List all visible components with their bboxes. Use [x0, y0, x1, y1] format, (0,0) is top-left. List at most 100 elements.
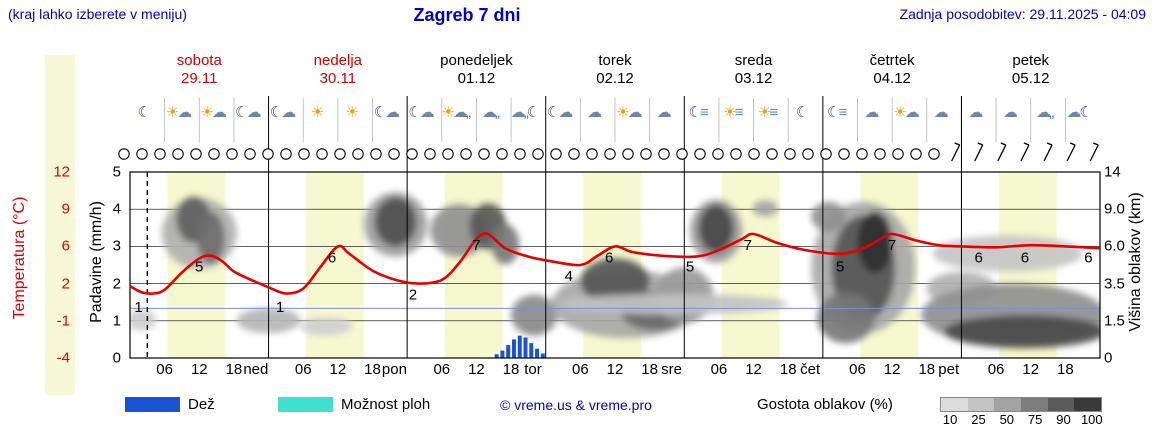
moon-icon: ☾ — [796, 102, 809, 124]
precip-circle-icon — [532, 148, 544, 160]
rain-bars — [494, 335, 545, 358]
cloud-glyph: ☁ — [1036, 104, 1052, 121]
precip-circle-icon — [424, 148, 436, 160]
cloud-density-value: 75 — [1027, 412, 1043, 427]
precip-circle-icon — [154, 148, 166, 160]
x-axis-hour-label: 12 — [468, 361, 485, 378]
rain-legend-label: Dež — [188, 396, 215, 413]
cloud-glyph: ☁ — [452, 104, 468, 121]
fog-glyph: ≡ — [734, 104, 744, 121]
legend: Dež Možnost ploh © vreme.us & vreme.pro … — [0, 394, 1152, 440]
precip-circle-icon — [406, 148, 418, 160]
day-header-sreda: sreda 03.12 — [735, 52, 773, 88]
cloud-density-swatch-50 — [994, 398, 1022, 411]
precipitation-tick: 0 — [112, 349, 121, 367]
wind-barb-icon — [1020, 142, 1030, 162]
temperature-value-label: 5 — [836, 259, 844, 276]
x-axis-hour-label: 18 — [641, 361, 658, 378]
precipitation-tick: 2 — [112, 275, 121, 293]
x-axis-hour-label: 12 — [1022, 361, 1040, 378]
x-axis-hour-label: 06 — [156, 361, 173, 378]
temperature-line — [129, 232, 1101, 295]
precip-circle-icon — [550, 148, 562, 160]
precip-circle-icon — [136, 148, 148, 160]
cloud-rain-icon: ☁„ — [1036, 102, 1054, 124]
x-axis-hour-label: 12 — [883, 361, 901, 378]
x-axis-hour-label: 06 — [294, 361, 312, 378]
day-name: četrtek — [869, 52, 915, 69]
x-axis-day-label: ned — [243, 361, 269, 378]
rain-legend-swatch — [125, 397, 180, 412]
cloud-density-scale — [940, 397, 1102, 412]
cloud-glyph: ☁ — [510, 104, 526, 121]
precip-circle-icon — [604, 148, 616, 160]
moon-glyph: ☾ — [688, 104, 703, 121]
cloud-icon: ☁ — [587, 102, 602, 124]
precip-circle-icon — [784, 148, 796, 160]
cloud-density-value: 50 — [999, 412, 1015, 427]
wind-barb-icon — [997, 142, 1007, 162]
x-axis-hour-label: 18 — [918, 361, 936, 378]
temperature-value-label: 2 — [409, 287, 417, 304]
cloud-glyph: ☁ — [968, 104, 984, 121]
cloud-glyph: ☁ — [419, 104, 435, 121]
day-date: 05.12 — [1011, 70, 1050, 87]
temperature-value-label: 1 — [276, 299, 284, 316]
day-header-četrtek: četrtek 04.12 — [870, 52, 915, 88]
x-axis-hour-label: 12 — [190, 361, 208, 378]
day-header-petek: petek 05.12 — [1012, 52, 1050, 88]
sun-fog-icon: ☀≡ — [723, 102, 744, 124]
cloud-density-scale-values: 10 25 50 75 90 100 — [936, 412, 1106, 427]
moon-glyph: ☾ — [526, 104, 541, 121]
precip-circle-icon — [802, 148, 814, 160]
location-hint: (kraj lahko izberete v meniju) — [8, 6, 187, 22]
precip-circle-icon — [316, 148, 328, 160]
precip-circle-icon — [730, 148, 742, 160]
temperature-value-label: 7 — [888, 237, 896, 254]
rain-glyph: „ — [494, 104, 500, 121]
day-name: ponedeljek — [440, 52, 513, 69]
precip-circle-icon — [694, 148, 706, 160]
precipitation-tick: 4 — [112, 200, 121, 218]
copyright-link[interactable]: © vreme.us & vreme.pro — [500, 397, 652, 413]
precipitation-tick: 1 — [112, 312, 121, 330]
moon-glyph: ☾ — [546, 104, 561, 121]
cloud-density-value: 10 — [942, 412, 958, 427]
cloud-density-swatch-100 — [1074, 398, 1102, 411]
moon-glyph: ☾ — [373, 104, 388, 121]
cloud-density-value: 90 — [1056, 412, 1071, 427]
moon-cloud-icon: ☾☁ — [235, 102, 261, 124]
precip-circle-icon — [910, 148, 922, 160]
temperature-value-label: 7 — [744, 237, 752, 254]
precip-circle-icon — [856, 148, 868, 160]
precip-circle-icon — [208, 148, 220, 160]
rain-glyph: „ — [465, 104, 471, 121]
day-date: 29.11 — [181, 70, 218, 87]
cloud-height-tick: 14 — [1104, 163, 1121, 181]
temperature-axis-ticks: 12 9 6 2 -1 -4 — [0, 0, 72, 443]
day-name: nedelja — [313, 52, 363, 69]
precip-circle-icon — [658, 148, 670, 160]
cloud-icon: ☁ — [934, 102, 949, 124]
day-date: 04.12 — [873, 70, 911, 87]
x-axis-hour-label: 06 — [433, 361, 451, 378]
cloud-height-tick: 3.5 — [1104, 275, 1125, 293]
shower-legend-label: Možnost ploh — [341, 396, 431, 413]
cloud-height-tick: 0 — [1104, 349, 1113, 367]
cloud-icon: ☁ — [968, 102, 984, 124]
sun-glyph: ☀ — [310, 104, 325, 121]
left-decor-strip — [45, 55, 75, 395]
temperature-value-label: 7 — [472, 237, 480, 254]
precip-circle-icon — [892, 148, 904, 160]
cloud-density-swatch-75 — [1021, 398, 1048, 411]
moon-icon: ☾ — [138, 102, 151, 124]
day-date: 03.12 — [734, 70, 773, 87]
precip-circle-icon — [496, 148, 508, 160]
cloud-rain-icon: ☁„ — [482, 102, 500, 124]
moon-cloud-icon: ☾☁ — [270, 102, 296, 124]
moon-fog-icon: ☾≡ — [827, 102, 847, 124]
day-header-nedelja: nedelja 30.11 — [314, 52, 362, 88]
day-name: petek — [1012, 52, 1050, 69]
wind-barb-icon — [974, 142, 984, 162]
